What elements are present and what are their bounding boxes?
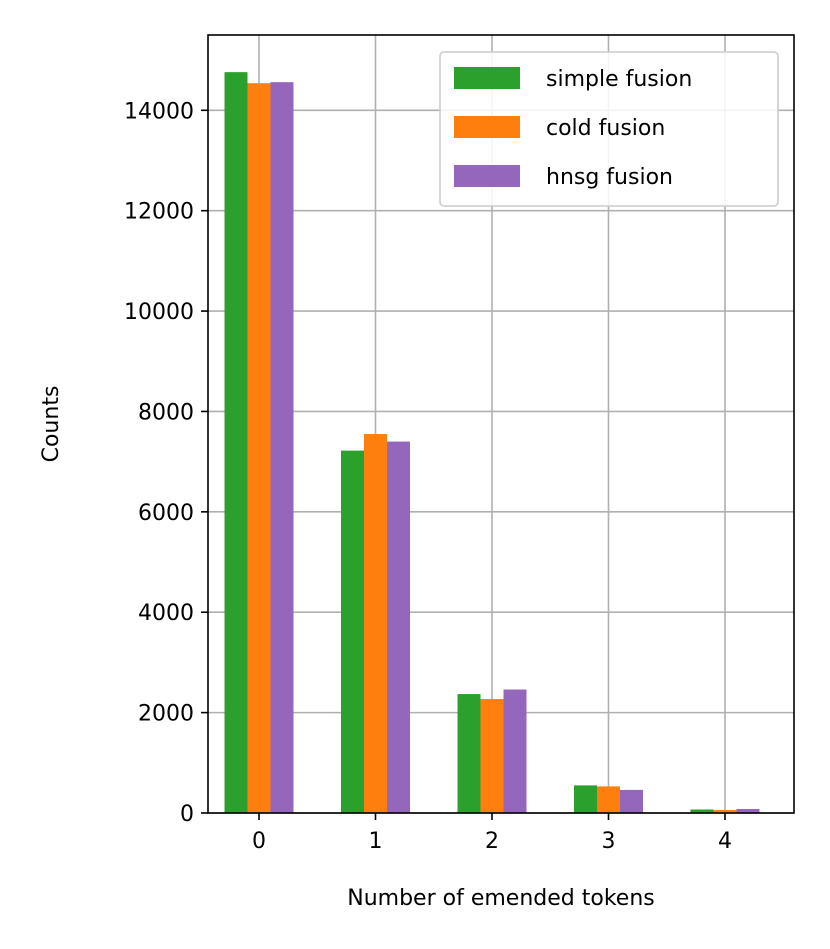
- legend-box: [439, 51, 779, 207]
- bar-simple-fusion-1: [341, 450, 364, 813]
- bar-hnsg-fusion-3: [620, 789, 643, 813]
- y-tick-label: 8000: [138, 400, 194, 425]
- bar-hnsg-fusion-1: [387, 441, 410, 813]
- y-tick-label: 4000: [138, 601, 194, 626]
- y-tick-label: 2000: [138, 702, 194, 727]
- x-tick-label: 1: [369, 829, 383, 854]
- x-tick-label: 0: [252, 829, 266, 854]
- bar-hnsg-fusion-0: [270, 82, 294, 813]
- legend-swatch: [454, 67, 520, 89]
- legend-swatch: [454, 165, 520, 187]
- legend-label: simple fusion: [546, 67, 692, 92]
- bar-cold-fusion-1: [364, 434, 387, 813]
- y-tick-label: 0: [180, 802, 194, 827]
- bar-cold-fusion-3: [597, 786, 620, 813]
- y-tick-label: 12000: [124, 200, 194, 225]
- legend-label: hnsg fusion: [546, 165, 673, 190]
- legend: simple fusion cold fusion hnsg fusion: [439, 51, 779, 207]
- y-tick-label: 14000: [124, 99, 194, 124]
- bar-simple-fusion-3: [574, 785, 597, 813]
- bars: [224, 72, 760, 814]
- y-tick-label: 6000: [138, 501, 194, 526]
- bar-hnsg-fusion-2: [503, 689, 527, 813]
- bar-cold-fusion-4: [713, 809, 737, 813]
- x-tick-label: 3: [602, 829, 616, 854]
- y-axis-title: Counts: [39, 386, 64, 463]
- bar-simple-fusion-2: [457, 694, 481, 813]
- x-axis-title: Number of emended tokens: [347, 886, 654, 911]
- bar-simple-fusion-0: [224, 72, 248, 813]
- axis-ticks: 0 2000 4000 6000 8000 10000 12000 14000 0 1 2 3 4: [124, 99, 732, 854]
- bar-hnsg-fusion-4: [736, 808, 760, 813]
- bar-cold-fusion-0: [247, 83, 271, 814]
- bar-simple-fusion-4: [690, 809, 714, 813]
- bar-cold-fusion-2: [480, 699, 504, 813]
- legend-label: cold fusion: [546, 116, 665, 141]
- y-tick-label: 10000: [124, 300, 194, 325]
- legend-items: simple fusion cold fusion hnsg fusion: [454, 67, 692, 190]
- legend-swatch: [454, 116, 520, 138]
- x-tick-label: 4: [718, 829, 732, 854]
- plot-frame: [207, 34, 795, 814]
- x-tick-label: 2: [485, 829, 499, 854]
